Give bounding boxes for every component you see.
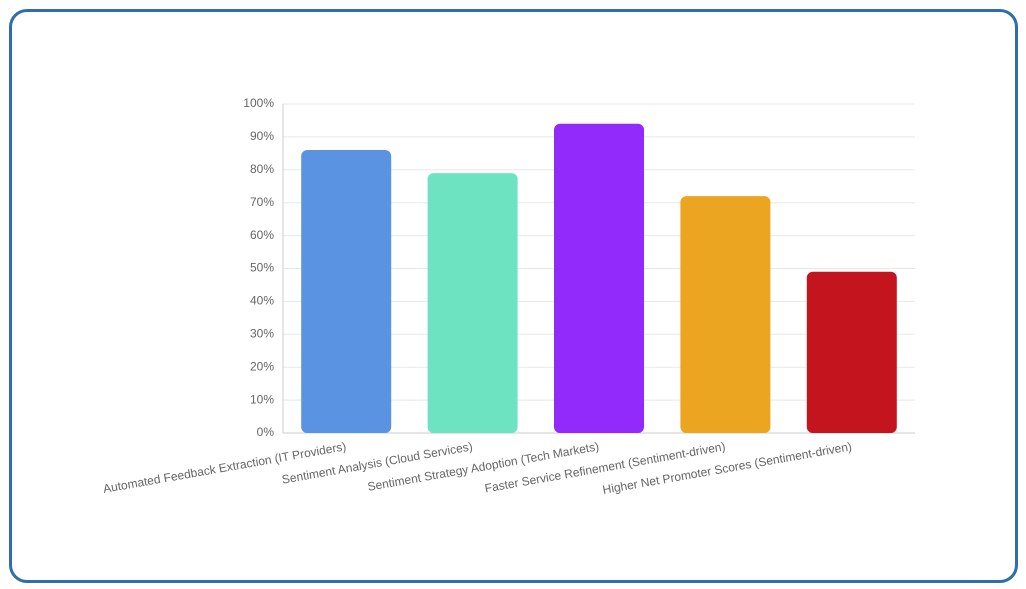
- y-tick-label: 40%: [250, 294, 274, 308]
- bar: [806, 271, 897, 433]
- bar: [680, 196, 771, 433]
- y-tick-label: 10%: [250, 392, 274, 406]
- y-tick-label: 60%: [250, 228, 274, 242]
- y-tick-label: 100%: [243, 96, 274, 110]
- bar: [427, 173, 518, 433]
- y-tick-label: 20%: [250, 359, 274, 373]
- bar: [554, 123, 644, 434]
- bar: [301, 150, 392, 433]
- y-tick-label: 80%: [250, 162, 274, 176]
- y-tick-label: 30%: [250, 326, 274, 340]
- y-tick-label: 70%: [250, 195, 274, 209]
- y-tick-label: 0%: [257, 425, 275, 439]
- y-tick-label: 50%: [250, 261, 274, 275]
- y-tick-label: 90%: [250, 129, 274, 143]
